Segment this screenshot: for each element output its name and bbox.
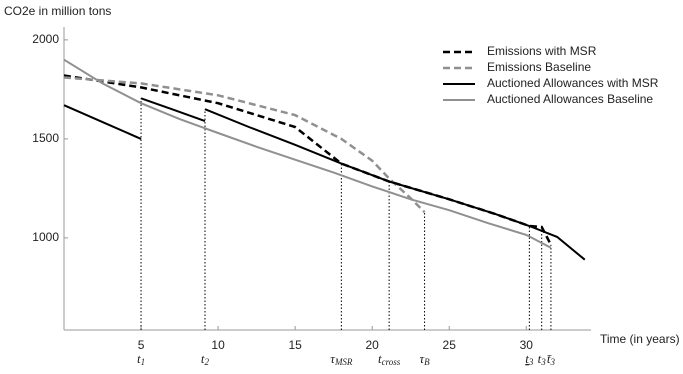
annotation-subscript: B [424,357,430,367]
annotation-label: τB [420,351,431,367]
annotation-label: τMSR [330,351,353,367]
annotation-symbol: t [525,351,529,366]
annotation-subscript: 3 [549,357,555,367]
annotation-subscript: 1 [141,357,146,367]
x-tick-label: 25 [443,338,457,352]
annotation-symbol: t [201,351,205,366]
x-tick-label: 15 [288,338,302,352]
annotation-symbol: t [378,351,382,366]
annotation-symbol: t [538,351,542,366]
y-tick-label: 1500 [32,131,59,145]
annotation-subscript: 2 [205,357,210,367]
x-tick-label: 10 [211,338,225,352]
annotation-label: t3 [538,351,547,367]
y-axis-label: CO2e in million tons [4,4,111,18]
annotation-label: tcross [378,351,401,367]
annotation-symbol: τ [420,351,426,366]
annotation-symbol: t [137,351,141,366]
legend-label: Auctioned Allowances with MSR [487,76,659,90]
annotation-label: t2 [201,351,210,367]
annotation-label: t3 [525,351,534,367]
legend-label: Auctioned Allowances Baseline [487,92,653,106]
series-line [63,58,552,249]
x-axis-label: Time (in years) [600,332,680,346]
annotation-subscript: 3 [540,357,546,367]
annotation-subscript: 3 [528,357,534,367]
legend-label: Emissions Baseline [487,60,591,74]
y-tick-label: 2000 [32,32,59,46]
annotation-label: t̄3 [547,351,556,367]
y-tick-label: 1000 [32,230,59,244]
x-tick-label: 20 [366,338,380,352]
series-line [63,76,426,214]
x-tick-label: 30 [520,338,534,352]
x-tick-label: 5 [138,338,145,352]
annotation-symbol: t̄ [547,351,552,366]
annotation-symbol: τ [330,351,336,366]
annotation-subscript: cross [382,357,401,367]
annotation-label: t1 [137,351,145,367]
legend-label: Emissions with MSR [487,44,597,58]
series-line [63,97,586,261]
annotation-subscript: MSR [334,357,353,367]
